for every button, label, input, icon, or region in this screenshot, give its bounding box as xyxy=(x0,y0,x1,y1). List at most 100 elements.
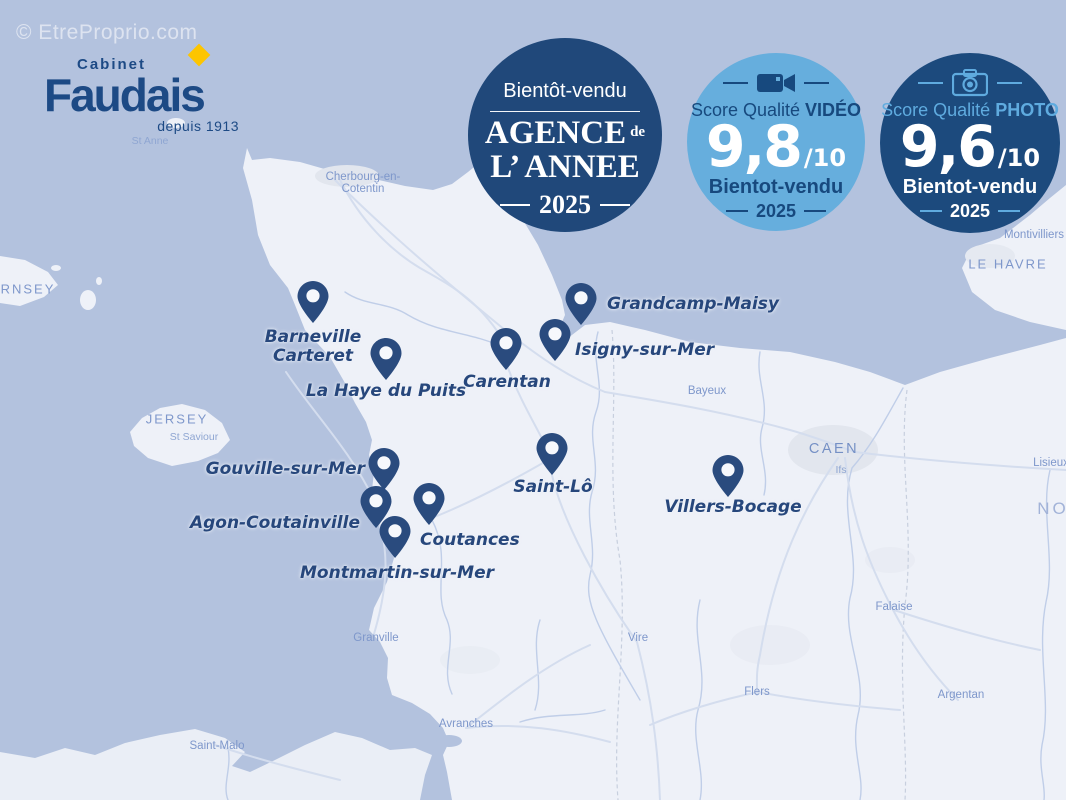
urban-le-havre xyxy=(965,244,1015,268)
video-badge-year-row: 2025 xyxy=(725,200,827,222)
location-pin xyxy=(539,319,571,361)
map-label: Cherbourg-en- xyxy=(325,171,401,183)
dash xyxy=(600,203,630,206)
photo-score-badge: Score Qualité PHOTO 9,6 /10 Bientot-vend… xyxy=(880,53,1060,233)
dash xyxy=(804,210,827,213)
map-label: Lisieux xyxy=(1033,457,1066,469)
score-denominator: /10 xyxy=(803,144,847,172)
photo-badge-brand: Bientot-vendu xyxy=(902,175,1038,198)
urban-cherbourg xyxy=(315,165,379,187)
score-number: 9,8 xyxy=(705,114,803,180)
award-de: de xyxy=(630,124,646,140)
video-score-label: Score Qualité VIDÉO xyxy=(691,100,861,121)
video-badge-year: 2025 xyxy=(755,200,797,221)
location-label: Grandcamp-Maisy xyxy=(607,294,779,314)
logo-cabinet: Cabinet xyxy=(77,56,147,73)
urban-caen xyxy=(788,425,878,475)
water-selune xyxy=(436,735,462,747)
video-camera-icon xyxy=(757,74,795,92)
score-label-type: PHOTO xyxy=(995,100,1059,120)
score-number: 9,6 xyxy=(899,114,997,180)
score-denominator: /10 xyxy=(997,144,1041,172)
location-label: Coutances xyxy=(420,530,520,550)
island-small-1 xyxy=(51,265,61,271)
land-brittany xyxy=(0,729,432,800)
photo-camera-icon xyxy=(952,69,988,97)
award-agence: AGENCE xyxy=(484,115,627,151)
map-label: CAEN xyxy=(808,441,860,457)
dash xyxy=(723,82,748,84)
map-label: Argentan xyxy=(937,689,985,701)
award-title-line1: AGENCE de xyxy=(485,117,645,150)
map-label: Ifs xyxy=(835,464,847,476)
location-label: Gouville-sur-Mer xyxy=(205,459,365,479)
video-score-badge: Score Qualité VIDÉO 9,8 /10 Bientot-vend… xyxy=(687,53,865,231)
map-label: Cotentin xyxy=(341,183,385,195)
map-label: Vire xyxy=(627,632,649,644)
award-title-line2: L’ ANNEE xyxy=(490,149,640,185)
location-label: Isigny-sur-Mer xyxy=(575,340,715,360)
map-label: St Anne xyxy=(131,135,169,147)
map-label: JERSEY xyxy=(145,411,209,427)
agency-logo: Cabinet Faudais depuis 1913 xyxy=(44,43,239,134)
location-pin xyxy=(360,486,392,528)
award-badge: Bientôt-vendu AGENCE de L’ ANNEE 2025 xyxy=(468,38,662,232)
forest-patch-1 xyxy=(730,625,810,665)
map-label: RNSEY xyxy=(0,281,56,297)
admin-borders xyxy=(611,329,909,800)
island-alderney xyxy=(167,118,185,128)
dash xyxy=(918,82,943,84)
location-pin xyxy=(490,328,522,370)
award-brand: Bientôt-vendu xyxy=(503,80,627,102)
island-sark xyxy=(80,290,96,310)
map-label: Saint-Malo xyxy=(189,740,245,752)
location-pin xyxy=(297,281,329,323)
dash xyxy=(725,210,748,213)
location-label: Saint-Lô xyxy=(513,477,593,497)
photo-badge-year-row: 2025 xyxy=(919,200,1021,222)
map-label: Falaise xyxy=(875,601,913,613)
land-normandy xyxy=(243,148,1066,800)
location-pin xyxy=(413,483,445,525)
location-label: Barneville Carteret xyxy=(264,327,362,366)
map-label: Montivilliers xyxy=(1003,229,1065,241)
forest-patch-3 xyxy=(440,646,500,674)
dash xyxy=(804,82,829,84)
location-pin xyxy=(712,455,744,497)
photo-icon-row xyxy=(918,69,1022,97)
video-icon-row xyxy=(723,69,829,97)
island-jersey xyxy=(130,404,230,466)
video-score-value: 9,8 /10 xyxy=(705,114,847,181)
logo-name: Faudais xyxy=(44,69,206,121)
map-label: LE HAVRE xyxy=(968,256,1048,272)
location-label: Montmartin-sur-Mer xyxy=(300,563,494,583)
video-badge-brand: Bientot-vendu xyxy=(708,175,844,198)
forest-patch-2 xyxy=(865,547,915,573)
location-pin xyxy=(379,516,411,558)
island-herm xyxy=(96,277,102,285)
award-year: 2025 xyxy=(539,189,591,219)
dash xyxy=(500,203,530,206)
map-label: Flers xyxy=(744,686,770,698)
roads xyxy=(214,179,1066,800)
location-label: La Haye du Puits xyxy=(305,381,467,401)
island-guernsey xyxy=(0,256,58,306)
photo-score-label: Score Qualité PHOTO xyxy=(881,100,1059,121)
map-label: Avranches xyxy=(438,718,494,730)
location-pin xyxy=(368,448,400,490)
score-label-type: VIDÉO xyxy=(805,100,862,120)
location-pin xyxy=(370,338,402,380)
location-label: Agon-Coutainville xyxy=(189,513,360,533)
location-label: Villers-Bocage xyxy=(664,497,802,517)
dash xyxy=(997,82,1022,84)
score-label-prefix: Score Qualité xyxy=(690,100,801,120)
map-label: Bayeux xyxy=(687,385,727,397)
dash xyxy=(919,210,942,213)
photo-score-value: 9,6 /10 xyxy=(899,114,1041,181)
award-year-row: 2025 xyxy=(500,190,630,220)
map-label: St Saviour xyxy=(169,431,219,443)
photo-badge-year: 2025 xyxy=(949,200,991,221)
